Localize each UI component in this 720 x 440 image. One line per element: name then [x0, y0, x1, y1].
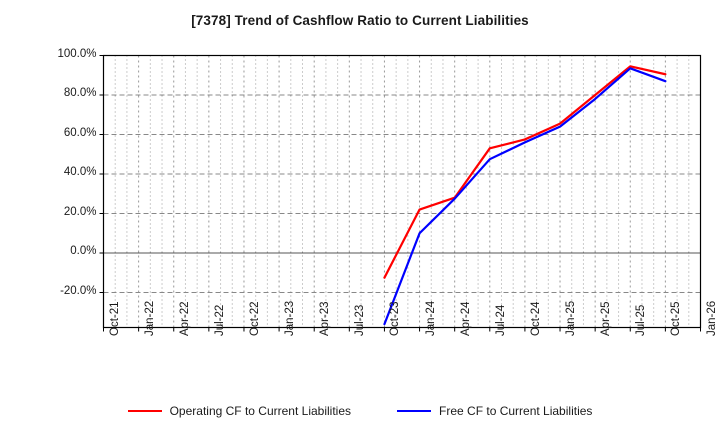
x-axis-tick-label: Oct-21 — [108, 300, 121, 336]
legend-item[interactable]: Free CF to Current Liabilities — [397, 404, 592, 418]
x-axis-tick-label: Jul-22 — [213, 304, 226, 336]
x-axis-tick-label: Oct-25 — [670, 300, 683, 336]
y-axis-tick-label: 20.0% — [63, 205, 97, 218]
x-axis-tick-label: Jan-25 — [565, 300, 578, 336]
legend-line-swatch — [397, 410, 432, 412]
legend-line-swatch — [127, 410, 162, 412]
chart-legend: Operating CF to Current Liabilities Free … — [0, 404, 720, 418]
y-axis-tick-label: 60.0% — [63, 126, 97, 139]
x-axis-tick-label: Oct-24 — [529, 300, 542, 336]
legend-label: Operating CF to Current Liabilities — [169, 404, 352, 418]
x-axis-tick-label: Jul-25 — [635, 304, 648, 336]
x-axis-tick-label: Jan-26 — [705, 300, 718, 336]
x-axis-tick-label: Apr-24 — [459, 300, 472, 336]
x-axis-tick-label: Apr-23 — [319, 300, 332, 336]
y-axis-tick-label: 0.0% — [70, 245, 97, 257]
y-axis-tick-label: 40.0% — [63, 166, 97, 178]
chart-title: [7378] Trend of Cashflow Ratio to Curren… — [191, 13, 529, 28]
y-axis-tick-label: 100.0% — [57, 47, 97, 60]
x-axis-tick-label: Jan-23 — [284, 300, 297, 336]
x-axis-tick-label: Jul-24 — [494, 304, 507, 336]
gridlines-major-y — [103, 55, 701, 293]
axis-frame — [102, 54, 702, 329]
legend-item[interactable]: Operating CF to Current Liabilities — [127, 404, 352, 418]
data-series-lines — [383, 65, 667, 326]
y-axis-tick-label: -20.0% — [60, 284, 97, 297]
x-axis-tick-label: Jul-23 — [354, 304, 367, 336]
axis-tick-marks — [99, 55, 701, 332]
x-axis-tick-label: Jan-24 — [424, 300, 437, 336]
x-axis-tick-label: Oct-23 — [389, 300, 402, 336]
gridlines-minor — [103, 55, 690, 328]
legend-label: Free CF to Current Liabilities — [439, 404, 593, 418]
x-axis-tick-label: Jan-22 — [143, 300, 156, 336]
x-axis-tick-label: Apr-22 — [178, 300, 191, 336]
x-axis-tick-label: Oct-22 — [248, 300, 261, 336]
x-axis-tick-label: Apr-25 — [600, 300, 613, 336]
y-axis-tick-label: 80.0% — [63, 87, 97, 99]
